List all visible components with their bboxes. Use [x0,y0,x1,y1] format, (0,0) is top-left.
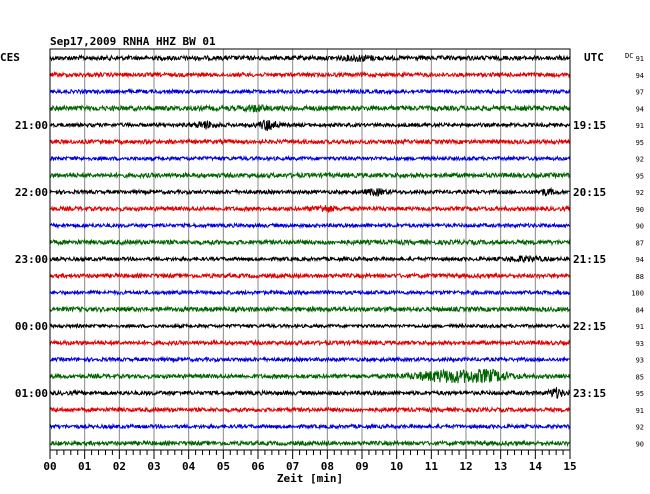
x-tick-label: 03 [147,460,160,473]
seismic-trace [49,439,571,448]
dc-value: 91 [636,55,644,63]
x-tick-label: 01 [78,460,92,473]
dc-value: 92 [636,156,644,164]
x-tick-label: 13 [494,460,507,473]
seismic-trace [49,406,571,414]
x-tick-label: 02 [113,460,126,473]
seismic-trace [49,254,571,263]
x-tick-label: 10 [390,460,403,473]
x-tick-label: 04 [182,460,196,473]
dc-value: 90 [636,440,644,448]
dc-value: 85 [636,373,644,381]
seismic-trace [49,305,571,314]
dc-value: 95 [636,172,644,180]
dc-value: 94 [636,256,644,264]
seismic-trace [49,271,571,280]
x-tick-label: 08 [321,460,334,473]
left-time-zone-label: CES [0,51,20,64]
dc-value: 90 [636,206,644,214]
dc-value: 94 [636,105,644,113]
left-hour-label: 00:00 [15,320,48,333]
dc-value: 93 [636,340,644,348]
right-hour-label: 20:15 [573,186,606,199]
dc-value: 91 [636,407,644,415]
x-tick-label: 11 [425,460,439,473]
seismic-trace [49,387,571,399]
seismic-trace [49,338,571,347]
seismic-trace [49,137,571,146]
right-hour-label: 19:15 [573,119,606,132]
chart-title: Sep17,2009 RNHA HHZ BW 01 [50,35,216,48]
seismic-trace [49,87,571,96]
dc-header-label: DC [625,52,633,60]
dc-value: 87 [636,239,644,247]
dc-value: 92 [636,424,644,432]
seismic-trace [49,355,571,364]
seismic-trace [49,119,571,131]
right-time-zone-label: UTC [584,51,604,64]
x-tick-label: 07 [286,460,299,473]
dc-value: 91 [636,122,644,130]
dc-value: 100 [631,290,644,298]
seismic-trace [49,171,571,180]
x-tick-label: 12 [459,460,472,473]
seismic-trace [49,204,571,213]
x-axis-label: Zeit [min] [277,472,343,485]
x-tick-label: 06 [251,460,265,473]
x-tick-label: 05 [217,460,230,473]
seismic-trace [49,322,571,330]
right-time-labels: 19:15 20:15 21:15 22:15 23:15 [573,119,606,400]
seismic-trace [49,368,571,384]
seismic-trace [49,288,571,297]
right-hour-label: 22:15 [573,320,606,333]
dc-value: 94 [636,72,644,80]
left-hour-label: 01:00 [15,387,48,400]
right-hour-label: 21:15 [573,253,606,266]
dc-value: 95 [636,390,644,398]
x-tick-label: 00 [43,460,56,473]
x-tick-label: 15 [563,460,576,473]
seismic-trace [49,238,571,247]
seismic-trace [49,53,571,63]
dc-value: 91 [636,323,644,331]
left-hour-label: 21:00 [15,119,48,132]
right-hour-label: 23:15 [573,387,606,400]
seismic-trace [49,186,571,197]
seismic-trace [49,70,571,79]
dc-value: 90 [636,223,644,231]
dc-value: 97 [636,89,644,97]
left-hour-label: 22:00 [15,186,48,199]
left-time-labels: 21:00 22:00 23:00 00:00 01:00 [15,119,48,400]
seismic-trace [49,103,571,113]
seismic-trace [49,154,571,162]
dc-value: 84 [636,306,644,314]
plot-frame [49,48,571,451]
left-hour-label: 23:00 [15,253,48,266]
seismic-traces [49,53,571,448]
dc-value: 95 [636,139,644,147]
x-tick-label: 09 [355,460,368,473]
x-axis: 00 01 02 03 04 05 06 07 08 09 10 11 12 13 14 15 [43,450,577,473]
dc-value: 92 [636,189,644,197]
x-tick-label: 14 [529,460,543,473]
time-grid [84,49,536,450]
seismic-trace [49,221,571,230]
seismic-trace [49,422,571,431]
dc-value: 93 [636,357,644,365]
dc-value: 88 [636,273,644,281]
dc-values: 91 94 97 94 91 95 92 95 92 90 90 87 94 88 100 84 91 93 93 8… [631,55,644,448]
